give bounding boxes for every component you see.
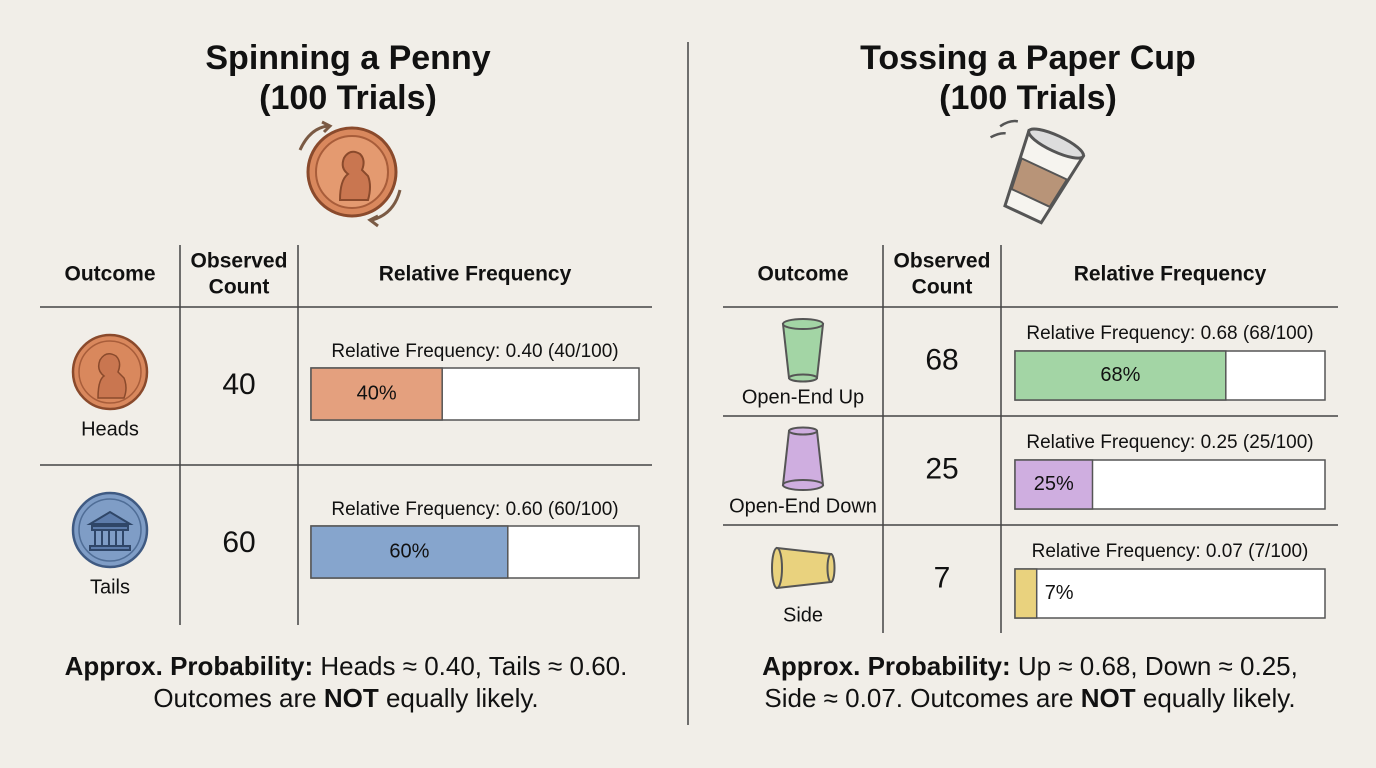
frequency-text: Relative Frequency: 0.68 (68/100)	[1026, 323, 1313, 344]
bar	[1014, 459, 1094, 510]
conclusion-line: Outcomes are NOT equally likely.	[153, 683, 538, 713]
outcome-label: Tails	[90, 576, 130, 598]
conclusion-text: Heads ≈ 0.40, Tails ≈ 0.60.	[313, 651, 627, 681]
outcome-label: Side	[783, 604, 823, 626]
observed-count: 7	[934, 561, 951, 594]
header-frequency: Relative Frequency	[379, 263, 572, 286]
observed-count: 60	[222, 526, 255, 559]
side-icon	[771, 546, 836, 590]
header-count: Count	[912, 276, 973, 299]
frequency-text: Relative Frequency: 0.07 (7/100)	[1032, 541, 1309, 562]
bar-label: 68%	[1100, 364, 1140, 386]
conclusion-text: Side ≈ 0.07. Outcomes are	[764, 683, 1080, 713]
observed-count: 25	[925, 452, 958, 485]
building	[86, 510, 134, 551]
outcome-label: Heads	[81, 418, 139, 440]
conclusion-emphasis: Approx. Probability:	[762, 651, 1010, 681]
bar-label: 7%	[1045, 582, 1074, 604]
observed-count: 40	[222, 368, 255, 401]
up-icon	[781, 318, 825, 383]
panel-title: Tossing a Paper Cup	[860, 39, 1196, 77]
header-count: Count	[209, 276, 270, 299]
bar-track	[1014, 568, 1326, 619]
conclusion-line: Approx. Probability: Heads ≈ 0.40, Tails…	[65, 651, 628, 681]
cup-rim	[782, 479, 824, 491]
header-outcome: Outcome	[64, 263, 155, 286]
cup-body	[781, 323, 825, 379]
conclusion-line: Approx. Probability: Up ≈ 0.68, Down ≈ 0…	[762, 651, 1298, 681]
bar-label: 40%	[357, 382, 397, 404]
outcome-label: Open-End Up	[742, 386, 864, 408]
conclusion-emphasis: NOT	[1081, 683, 1136, 713]
cup	[771, 546, 836, 590]
cup-rim	[782, 318, 824, 330]
coin-rim	[78, 340, 142, 404]
down-icon	[781, 426, 825, 491]
tails-icon	[71, 491, 149, 569]
panel-title: Spinning a Penny	[205, 39, 490, 77]
frequency-text: Relative Frequency: 0.40 (40/100)	[331, 341, 618, 362]
header-outcome: Outcome	[757, 263, 848, 286]
conclusion-text: Up ≈ 0.68, Down ≈ 0.25,	[1011, 651, 1298, 681]
header-count: Observed	[191, 250, 288, 273]
bar-label: 60%	[389, 540, 429, 562]
header-frequency: Relative Frequency	[1074, 263, 1267, 286]
conclusion-text: equally likely.	[379, 683, 539, 713]
outcome-label: Open-End Down	[729, 495, 877, 517]
header-count: Observed	[894, 250, 991, 273]
cup-rim	[771, 547, 783, 589]
cup-base	[826, 553, 836, 583]
cup	[781, 426, 825, 491]
panel-title: (100 Trials)	[939, 79, 1117, 117]
panel-title: (100 Trials)	[259, 79, 437, 117]
conclusion-text: equally likely.	[1136, 683, 1296, 713]
conclusion-text: Outcomes are	[153, 683, 324, 713]
profile	[97, 353, 127, 399]
bar	[310, 525, 509, 579]
bar	[310, 367, 443, 421]
observed-count: 68	[925, 343, 958, 376]
cup-body	[781, 430, 825, 486]
cup-base	[788, 373, 818, 383]
heads-icon	[71, 333, 149, 411]
bar	[1014, 568, 1038, 619]
conclusion-line: Side ≈ 0.07. Outcomes are NOT equally li…	[764, 683, 1295, 713]
penny-spin-icon	[298, 120, 402, 228]
bar-label: 25%	[1034, 473, 1074, 495]
frequency-text: Relative Frequency: 0.60 (60/100)	[331, 499, 618, 520]
cup	[781, 318, 825, 383]
frequency-text: Relative Frequency: 0.25 (25/100)	[1026, 432, 1313, 453]
coin-rim	[78, 498, 142, 562]
cup-base	[788, 426, 818, 436]
cup-body	[776, 546, 832, 590]
cup-toss-icon	[989, 119, 1086, 225]
conclusion-emphasis: Approx. Probability:	[65, 651, 313, 681]
bar	[1014, 350, 1227, 401]
conclusion-emphasis: NOT	[324, 683, 379, 713]
